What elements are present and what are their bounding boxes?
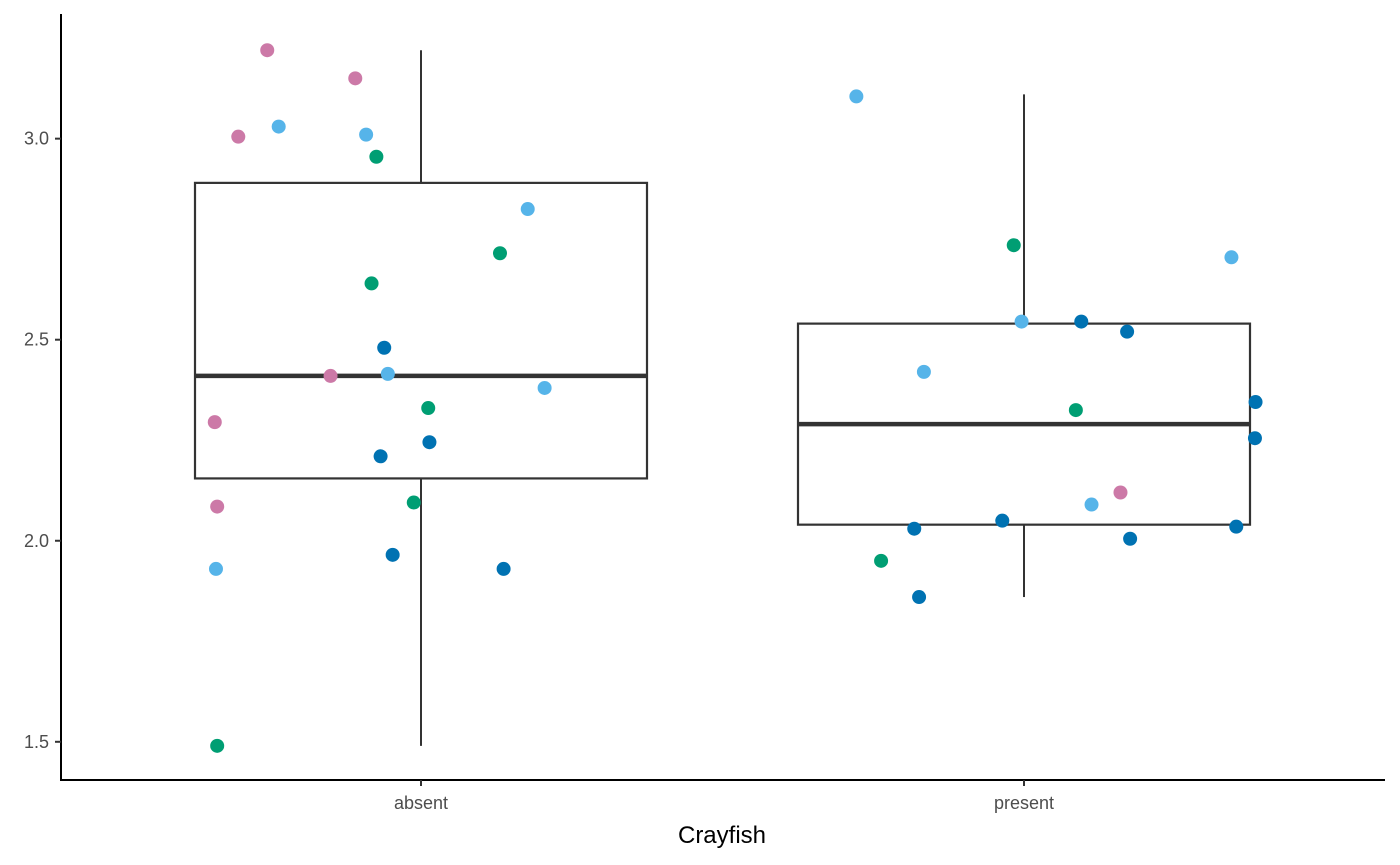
data-point xyxy=(1229,519,1244,534)
data-point xyxy=(422,435,437,450)
data-point xyxy=(537,380,552,395)
data-point xyxy=(1084,497,1099,512)
data-point xyxy=(380,366,395,381)
y-tick-label: 2.5 xyxy=(24,330,49,350)
data-point xyxy=(1224,250,1239,265)
data-point xyxy=(520,202,535,217)
data-point xyxy=(260,43,275,58)
data-point xyxy=(348,71,363,86)
axes-layer xyxy=(60,14,1385,781)
data-point xyxy=(369,149,384,164)
data-point xyxy=(492,246,507,261)
data-point xyxy=(1074,314,1089,329)
data-point xyxy=(406,495,421,510)
points-layer xyxy=(207,43,1263,753)
boxes-layer xyxy=(193,50,1252,746)
data-point xyxy=(364,276,379,291)
data-point xyxy=(231,129,246,144)
data-point xyxy=(373,449,388,464)
data-point xyxy=(1068,403,1083,418)
y-tick-label: 1.5 xyxy=(24,732,49,752)
data-point xyxy=(1006,238,1021,253)
x-tick-label-absent: absent xyxy=(394,793,448,813)
data-point xyxy=(359,127,374,142)
x-tick-label-present: present xyxy=(994,793,1054,813)
data-point xyxy=(995,513,1010,528)
data-point xyxy=(1247,431,1262,446)
data-point xyxy=(207,415,222,430)
data-point xyxy=(377,340,392,355)
data-point xyxy=(271,119,286,134)
data-point xyxy=(1123,531,1138,546)
data-point xyxy=(874,553,889,568)
data-point xyxy=(496,561,511,576)
y-tick-label: 2.0 xyxy=(24,531,49,551)
data-point xyxy=(323,368,338,383)
y-tick-label: 3.0 xyxy=(24,129,49,149)
data-point xyxy=(916,364,931,379)
ticks-layer: 1.5 2.0 2.5 3.0 absent present xyxy=(24,129,1054,813)
data-point xyxy=(385,547,400,562)
box-absent xyxy=(193,50,649,746)
data-point xyxy=(421,401,436,416)
box-rect-absent xyxy=(193,181,649,480)
data-point xyxy=(210,738,225,753)
data-point xyxy=(208,561,223,576)
data-point xyxy=(1248,395,1263,410)
box-present xyxy=(796,94,1252,598)
data-point xyxy=(1120,324,1135,339)
data-point xyxy=(912,590,927,605)
data-point xyxy=(1113,485,1128,500)
data-point xyxy=(210,499,225,514)
data-point xyxy=(907,521,922,536)
data-point xyxy=(1014,314,1029,329)
data-point xyxy=(849,89,864,104)
x-axis-title: Crayfish xyxy=(678,822,766,849)
